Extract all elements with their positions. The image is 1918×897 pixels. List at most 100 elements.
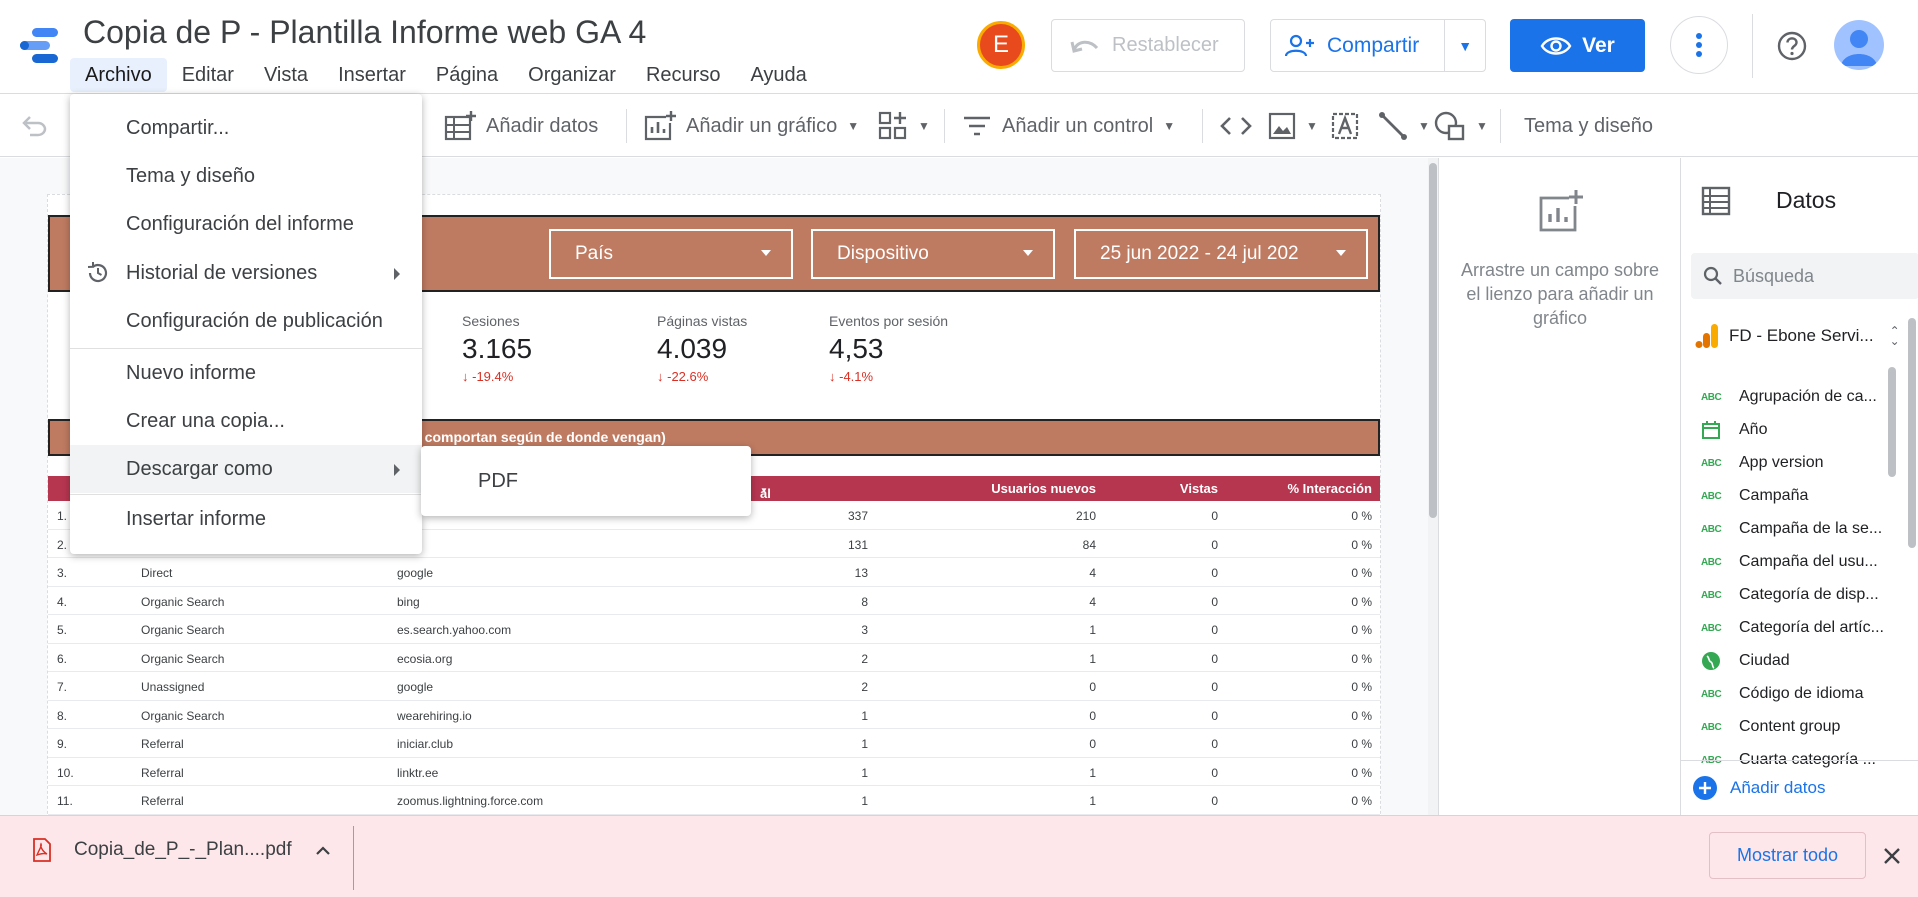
menu-item-share[interactable]: Compartir... — [126, 116, 230, 139]
looker-studio-logo-icon[interactable] — [18, 26, 62, 66]
data-field-item[interactable]: ABC Campaña del usu... — [1701, 548, 1901, 576]
date-range-filter[interactable]: 25 jun 2022 - 24 jul 202 — [1074, 229, 1368, 279]
menu-item-version-history-label: Historial de versiones — [126, 261, 318, 284]
row-index: 8. — [57, 708, 68, 723]
scorecard-events-per-session[interactable]: Eventos por sesión 4,53 ↓ -4.1% — [829, 313, 948, 384]
download-submenu-pdf[interactable]: PDF — [421, 446, 751, 516]
image-button[interactable]: ▼ — [1268, 95, 1318, 157]
data-field-item[interactable]: ABC Agrupación de ca... — [1701, 383, 1901, 411]
menu-recurso[interactable]: Recurso — [645, 64, 721, 86]
close-icon[interactable] — [1880, 844, 1904, 868]
theme-layout-label: Tema y diseño — [1524, 114, 1653, 137]
canvas-scrollbar[interactable] — [1428, 158, 1438, 815]
data-field-item[interactable]: ABC Campaña — [1701, 482, 1901, 510]
menu-insertar[interactable]: Insertar — [338, 64, 406, 86]
header-interaction[interactable]: % Interacción — [1287, 481, 1372, 496]
table-row[interactable]: 7. Unassigned google 2 0 0 0 % — [48, 672, 1380, 701]
field-search-input[interactable]: Búsqueda — [1691, 253, 1918, 299]
share-main[interactable]: Compartir — [1271, 20, 1446, 71]
community-viz-button[interactable]: ▼ — [878, 95, 930, 157]
scorecard-pageviews[interactable]: Páginas vistas 4.039 ↓ -22.6% — [657, 313, 747, 384]
scorecard-sessions[interactable]: Sesiones 3.165 ↓ -19.4% — [462, 313, 532, 384]
show-all-downloads-button[interactable]: Mostrar todo — [1709, 832, 1866, 879]
table-row[interactable]: 11. Referral zoomus.lightning.force.com 1 1 0… — [48, 786, 1380, 815]
table-row[interactable]: 5. Organic Search es.search.yahoo.com 3 1 0 0 … — [48, 615, 1380, 644]
cell-new-users: 4 — [1089, 594, 1096, 609]
more-options-button[interactable] — [1670, 16, 1728, 74]
add-data-button[interactable]: Añadir datos — [444, 95, 598, 157]
filter-lines-icon — [964, 116, 990, 136]
expand-collapse-icon[interactable]: ⌃ ⌄ — [1889, 324, 1900, 348]
header-views[interactable]: Vistas — [1179, 481, 1218, 496]
row-index: 3. — [57, 566, 68, 580]
menu-vista[interactable]: Vista — [263, 64, 309, 86]
theme-layout-button[interactable]: Tema y diseño — [1524, 95, 1653, 157]
table-row[interactable]: 1. 337 210 0 0 % — [48, 501, 1380, 530]
menu-item-make-copy[interactable]: Crear una copia... — [126, 409, 285, 432]
view-button[interactable]: Ver — [1510, 19, 1645, 72]
cell-interaction: 0 % — [1351, 594, 1372, 609]
share-button[interactable]: Compartir ▼ — [1270, 19, 1486, 72]
menu-item-embed-report[interactable]: Insertar informe — [126, 507, 267, 530]
report-title[interactable]: Copia de P - Plantilla Informe web GA 4 — [83, 14, 647, 50]
menu-editar[interactable]: Editar — [181, 64, 234, 86]
field-list-scrollbar[interactable] — [1888, 367, 1896, 477]
add-data-icon — [444, 111, 476, 141]
data-field-item[interactable]: Ciudad — [1701, 647, 1901, 675]
user-avatar[interactable] — [1834, 20, 1884, 70]
embed-url-button[interactable] — [1220, 95, 1252, 157]
data-field-item[interactable]: ABC Content group — [1701, 713, 1901, 741]
data-field-item[interactable]: ABC Categoría de disp... — [1701, 581, 1901, 609]
cell-interaction: 0 % — [1351, 794, 1372, 808]
table-row[interactable]: 10. Referral linktr.ee 1 1 0 0 % — [48, 758, 1380, 786]
menu-item-version-history[interactable]: Historial de versiones — [70, 249, 422, 297]
table-row[interactable]: 3. Direct google 13 4 0 0 % — [48, 558, 1380, 587]
device-filter[interactable]: Dispositivo — [811, 229, 1055, 279]
reset-button[interactable]: Restablecer — [1051, 19, 1245, 72]
data-source-selector[interactable]: FD - Ebone Servi... ⌃ ⌄ — [1695, 323, 1918, 349]
table-row[interactable]: 9. Referral iniciar.club 1 0 0 0 % — [48, 729, 1380, 758]
menu-ayuda[interactable]: Ayuda — [750, 64, 807, 86]
cell-views: 0 — [1211, 566, 1218, 580]
menu-item-new-report[interactable]: Nuevo informe — [126, 361, 257, 384]
menu-organizar[interactable]: Organizar — [528, 64, 616, 86]
text-button[interactable] — [1331, 95, 1359, 157]
help-icon[interactable] — [1776, 30, 1808, 62]
share-dropdown-icon[interactable]: ▼ — [1458, 37, 1473, 54]
add-chart-button[interactable]: Añadir un gráfico ▼ — [644, 95, 859, 157]
scrollbar-thumb[interactable] — [1429, 163, 1437, 518]
table-row[interactable]: 6. Organic Search ecosia.org 2 1 0 0 % — [48, 644, 1380, 672]
table-row[interactable]: 8. Organic Search wearehiring.io 1 0 0 0 % — [48, 701, 1380, 729]
menu-pagina[interactable]: Página — [435, 64, 499, 86]
table-row[interactable]: 4. Organic Search bing 8 4 0 0 % — [48, 587, 1380, 615]
menu-item-download-as-label: Descargar como — [126, 457, 273, 480]
menu-archivo[interactable]: Archivo — [70, 58, 167, 92]
chevron-down-icon: ▼ — [1163, 119, 1176, 133]
cell-source: wearehiring.io — [397, 708, 472, 723]
menu-item-theme[interactable]: Tema y diseño — [126, 164, 255, 187]
add-data-link[interactable]: Añadir datos — [1680, 760, 1918, 815]
cell-source: zoomus.lightning.force.com — [397, 794, 544, 808]
data-field-item[interactable]: ABC Categoría del artíc... — [1701, 614, 1901, 642]
menu-item-download-as[interactable]: Descargar como — [70, 445, 422, 493]
data-field-item[interactable]: ABC Campaña de la se... — [1701, 515, 1901, 543]
line-button[interactable]: ▼ — [1378, 95, 1430, 157]
field-name: Campaña — [1739, 487, 1809, 504]
menu-item-publish-settings[interactable]: Configuración de publicación — [126, 309, 383, 332]
undo-icon[interactable] — [20, 114, 48, 138]
share-label: Compartir — [1327, 33, 1420, 57]
analytics-icon — [1695, 324, 1718, 348]
collaborator-avatar[interactable]: E — [977, 21, 1025, 69]
header-new-users[interactable]: Usuarios nuevos — [991, 481, 1096, 496]
data-field-item[interactable]: ABC Código de idioma — [1701, 680, 1901, 708]
data-field-item[interactable]: ABC App version — [1701, 449, 1901, 477]
data-field-item[interactable]: Año — [1701, 416, 1901, 444]
panel-scrollbar[interactable] — [1908, 318, 1916, 548]
menu-item-report-settings[interactable]: Configuración del informe — [126, 212, 354, 235]
add-control-button[interactable]: Añadir un control ▼ — [962, 95, 1175, 157]
chevron-up-icon[interactable] — [314, 844, 332, 856]
country-filter[interactable]: País — [549, 229, 793, 279]
download-item[interactable]: Copia_de_P_-_Plan....pdf — [32, 838, 332, 862]
shape-button[interactable]: ▼ — [1434, 95, 1488, 157]
